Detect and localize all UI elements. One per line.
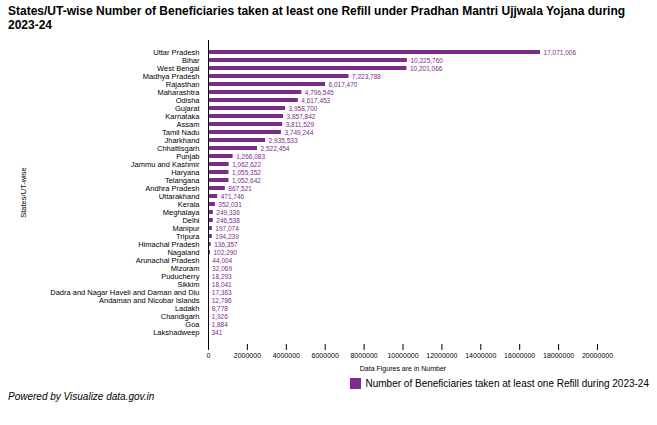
svg-text:12000000: 12000000 bbox=[426, 352, 457, 359]
svg-text:Sikkim: Sikkim bbox=[177, 279, 200, 289]
svg-text:Kerala: Kerala bbox=[177, 199, 200, 209]
svg-text:1,926: 1,926 bbox=[212, 313, 229, 320]
svg-text:6000000: 6000000 bbox=[312, 352, 339, 359]
svg-text:Lakshadweep: Lakshadweep bbox=[153, 328, 199, 337]
svg-text:10000000: 10000000 bbox=[387, 352, 418, 359]
svg-text:Dadra and Nagar Haveli and Dam: Dadra and Nagar Haveli and Daman and Diu bbox=[50, 287, 200, 297]
svg-text:Telangana: Telangana bbox=[164, 175, 200, 185]
svg-text:18,293: 18,293 bbox=[212, 273, 232, 280]
svg-text:Uttarakhand: Uttarakhand bbox=[158, 191, 200, 201]
svg-text:Chandigarh: Chandigarh bbox=[160, 311, 200, 321]
svg-text:17,071,006: 17,071,006 bbox=[544, 49, 577, 56]
svg-text:1,055,352: 1,055,352 bbox=[232, 169, 261, 176]
svg-text:Data Figures are in Number: Data Figures are in Number bbox=[360, 365, 447, 373]
svg-text:136,357: 136,357 bbox=[214, 241, 238, 248]
svg-text:Jammu and Kashmir: Jammu and Kashmir bbox=[130, 159, 200, 169]
svg-text:102,290: 102,290 bbox=[213, 249, 237, 256]
svg-text:867,521: 867,521 bbox=[228, 185, 252, 192]
svg-text:352,031: 352,031 bbox=[218, 201, 242, 208]
svg-text:3,749,244: 3,749,244 bbox=[284, 129, 313, 136]
svg-text:West Bengal: West Bengal bbox=[157, 63, 200, 73]
svg-text:2000000: 2000000 bbox=[234, 352, 261, 359]
svg-text:3,811,529: 3,811,529 bbox=[286, 121, 315, 128]
svg-text:249,336: 249,336 bbox=[216, 209, 240, 216]
svg-text:2,935,533: 2,935,533 bbox=[269, 137, 298, 144]
svg-text:4000000: 4000000 bbox=[273, 352, 300, 359]
svg-text:States/UT-wise: States/UT-wise bbox=[19, 167, 28, 217]
svg-text:Puducherry: Puducherry bbox=[161, 271, 200, 281]
svg-text:10,225,760: 10,225,760 bbox=[410, 57, 443, 64]
svg-text:Meghalaya: Meghalaya bbox=[162, 207, 200, 217]
svg-text:17,363: 17,363 bbox=[212, 289, 232, 296]
svg-text:Chhattisgarh: Chhattisgarh bbox=[157, 143, 200, 153]
svg-text:4,617,453: 4,617,453 bbox=[301, 97, 330, 104]
svg-text:2,522,454: 2,522,454 bbox=[261, 145, 290, 152]
svg-text:246,538: 246,538 bbox=[216, 217, 240, 224]
svg-text:44,004: 44,004 bbox=[212, 257, 232, 264]
svg-text:Tamil Nadu: Tamil Nadu bbox=[162, 127, 200, 137]
svg-text:194,239: 194,239 bbox=[215, 233, 239, 240]
svg-text:341: 341 bbox=[212, 329, 223, 336]
svg-text:12,786: 12,786 bbox=[212, 297, 232, 304]
svg-text:Madhya Pradesh: Madhya Pradesh bbox=[142, 71, 200, 81]
svg-text:0: 0 bbox=[207, 352, 211, 359]
svg-text:Arunachal Pradesh: Arunachal Pradesh bbox=[135, 255, 200, 265]
svg-text:Mizoram: Mizoram bbox=[170, 263, 200, 273]
svg-text:1,266,083: 1,266,083 bbox=[236, 153, 265, 160]
svg-text:14000000: 14000000 bbox=[465, 352, 496, 359]
svg-text:18000000: 18000000 bbox=[543, 352, 574, 359]
svg-text:3,857,842: 3,857,842 bbox=[287, 113, 316, 120]
svg-text:Tripura: Tripura bbox=[176, 231, 200, 241]
svg-text:1,052,642: 1,052,642 bbox=[232, 177, 261, 184]
svg-text:3,958,700: 3,958,700 bbox=[288, 105, 317, 112]
svg-text:1,884: 1,884 bbox=[212, 321, 229, 328]
svg-text:Andaman and Nicobar Islands: Andaman and Nicobar Islands bbox=[99, 295, 200, 305]
svg-text:Karnataka: Karnataka bbox=[165, 111, 200, 121]
svg-text:Rajasthan: Rajasthan bbox=[165, 79, 200, 89]
svg-text:Maharashtra: Maharashtra bbox=[157, 87, 200, 97]
svg-text:Assam: Assam bbox=[176, 119, 200, 129]
svg-text:Uttar Pradesh: Uttar Pradesh bbox=[153, 47, 200, 57]
svg-text:7,223,788: 7,223,788 bbox=[352, 73, 381, 80]
svg-text:6,017,470: 6,017,470 bbox=[329, 81, 358, 88]
svg-text:Andhra Pradesh: Andhra Pradesh bbox=[145, 183, 200, 193]
html-text:Powered by Visualize data.gov.: Powered by Visualize data.gov.in bbox=[8, 391, 155, 402]
svg-text:18,041: 18,041 bbox=[212, 281, 232, 288]
svg-text:8,778: 8,778 bbox=[212, 305, 229, 312]
svg-text:Gujarat: Gujarat bbox=[174, 103, 200, 113]
svg-text:471,746: 471,746 bbox=[221, 193, 245, 200]
svg-text:Manipur: Manipur bbox=[172, 223, 200, 233]
svg-text:197,074: 197,074 bbox=[215, 225, 239, 232]
svg-text:32,069: 32,069 bbox=[212, 265, 232, 272]
svg-text:Himachal Pradesh: Himachal Pradesh bbox=[138, 239, 200, 249]
html-text:Number of Beneficiaries taken: Number of Beneficiaries taken at least o… bbox=[365, 377, 649, 389]
svg-text:4,796,545: 4,796,545 bbox=[305, 89, 334, 96]
svg-text:Punjab: Punjab bbox=[176, 151, 200, 161]
svg-text:Bihar: Bihar bbox=[182, 55, 200, 65]
svg-text:20000000: 20000000 bbox=[582, 352, 613, 359]
svg-text:Jharkhand: Jharkhand bbox=[164, 135, 200, 145]
svg-text:1,062,622: 1,062,622 bbox=[232, 161, 261, 168]
svg-text:10,201,066: 10,201,066 bbox=[410, 65, 443, 72]
svg-text:Odisha: Odisha bbox=[175, 95, 200, 105]
svg-text:8000000: 8000000 bbox=[350, 352, 377, 359]
svg-text:Delhi: Delhi bbox=[182, 215, 200, 225]
svg-text:Haryana: Haryana bbox=[171, 167, 200, 177]
svg-text:16000000: 16000000 bbox=[504, 352, 535, 359]
svg-text:Ladakh: Ladakh bbox=[174, 303, 200, 313]
svg-text:Nagaland: Nagaland bbox=[167, 247, 200, 257]
html-text:States/UT-wise Number of Benef: States/UT-wise Number of Beneficiaries t… bbox=[8, 4, 625, 32]
svg-text:Goa: Goa bbox=[185, 319, 200, 329]
